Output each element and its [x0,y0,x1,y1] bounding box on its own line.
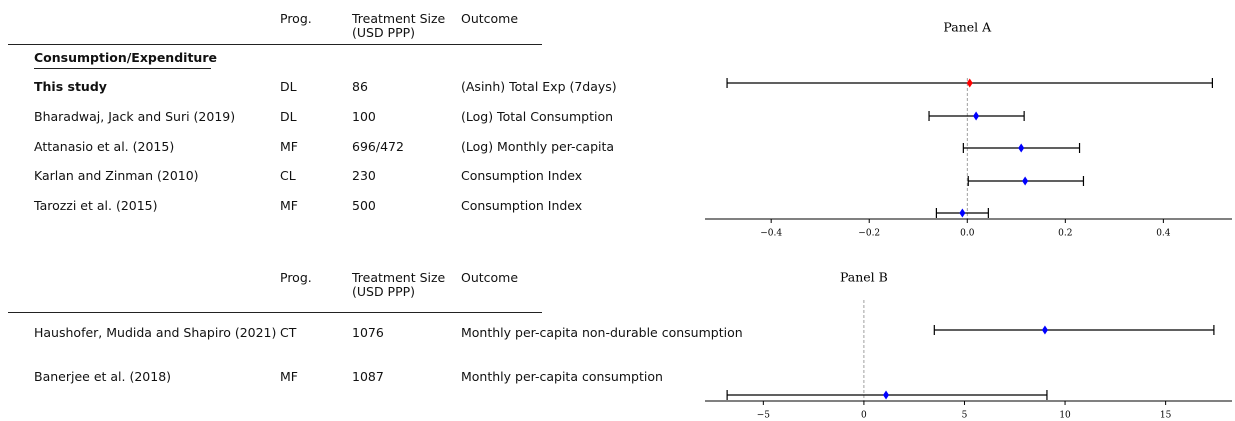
table-cell: (Log) Total Consumption [461,109,614,124]
x-tick-label: −0.4 [760,229,782,239]
table-cell: 1087 [352,369,384,384]
table-cell: 1076 [352,325,384,340]
table-cell: Monthly per-capita consumption [461,369,663,384]
study-name: Attanasio et al. (2015) [34,139,175,154]
chart-title: Panel B [840,270,888,285]
x-tick-label: 0.0 [960,229,975,239]
table-cell: Monthly per-capita non-durable consumpti… [461,325,743,340]
table-cell: 500 [352,198,376,213]
study-name: Haushofer, Mudida and Shapiro (2021) [34,325,277,340]
x-tick-label: 5 [962,411,968,421]
table-cell: 696/472 [352,139,404,154]
section-label: Consumption/Expenditure [34,50,217,65]
column-header: Outcome [461,270,519,285]
table-cell: (Log) Monthly per-capita [461,139,615,154]
table-cell: MF [280,139,298,154]
x-tick-label: 0.4 [1156,229,1171,239]
point-estimate [973,111,980,121]
table-rule [8,44,542,45]
table-cell: Consumption Index [461,198,583,213]
column-header: Treatment Size (USD PPP) [352,270,446,299]
section-underline [34,68,211,69]
x-tick-label: −5 [757,411,771,421]
table-cell: 100 [352,109,376,124]
table-cell: 230 [352,168,376,183]
column-header: Treatment Size (USD PPP) [352,11,446,40]
x-tick-label: 15 [1160,411,1172,421]
x-tick-label: 0.2 [1058,229,1072,239]
table-cell: MF [280,369,298,384]
x-tick-label: 10 [1059,411,1071,421]
x-tick-label: −0.2 [858,229,880,239]
point-estimate [966,78,973,88]
x-tick-label: 0 [861,411,867,421]
point-estimate [1018,143,1025,153]
point-estimate [1041,325,1048,335]
study-name: Karlan and Zinman (2010) [34,168,199,183]
table-cell: (Asinh) Total Exp (7days) [461,79,617,94]
point-estimate [959,208,966,218]
point-estimate [883,390,890,400]
table-cell: MF [280,198,298,213]
study-name: Bharadwaj, Jack and Suri (2019) [34,109,236,124]
column-header: Prog. [280,270,312,285]
point-estimate [1022,176,1029,186]
column-header: Outcome [461,11,519,26]
table-cell: Consumption Index [461,168,583,183]
table-cell: CT [280,325,297,340]
table-rule [8,312,542,313]
study-name: Banerjee et al. (2018) [34,369,172,384]
study-name: This study [34,79,107,94]
table-cell: DL [280,109,297,124]
column-header: Prog. [280,11,312,26]
table-cell: CL [280,168,296,183]
table-cell: 86 [352,79,368,94]
chart-title: Panel A [943,20,992,35]
table-cell: DL [280,79,297,94]
study-name: Tarozzi et al. (2015) [34,198,158,213]
